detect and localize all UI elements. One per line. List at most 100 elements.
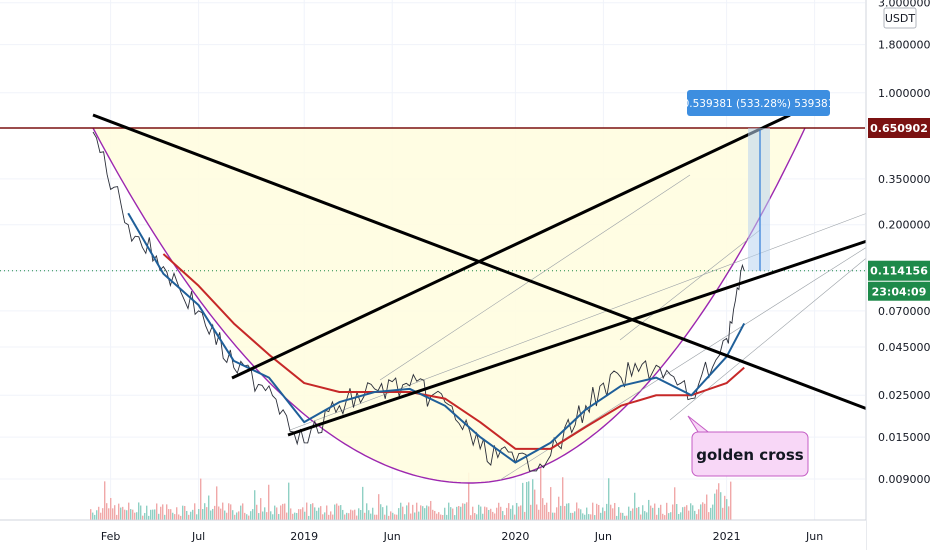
volume-bar — [472, 506, 474, 520]
golden-cross-annotation: golden cross — [687, 415, 809, 477]
volume-bar — [324, 512, 326, 520]
volume-bar — [570, 512, 572, 520]
volume-bar — [212, 508, 214, 520]
volume-bar — [290, 508, 292, 520]
volume-bar — [146, 505, 148, 520]
volume-bar — [576, 502, 578, 520]
volume-bar — [730, 481, 732, 520]
volume-bar — [142, 515, 144, 520]
volume-bar — [382, 507, 384, 520]
slow-ma-line — [162, 253, 745, 450]
volume-bar — [690, 503, 692, 520]
guide-line — [379, 174, 691, 381]
volume-bar — [418, 511, 420, 520]
volume-bar — [236, 512, 238, 520]
volume-bar — [542, 498, 544, 520]
volume-bar — [694, 510, 696, 520]
volume-bar — [562, 477, 564, 520]
volume-bar — [590, 514, 592, 520]
volume-bar — [94, 514, 96, 520]
price-tick-label: 0.070000 — [878, 305, 931, 318]
volume-bar — [392, 512, 394, 520]
volume-bar — [670, 512, 672, 520]
volume-bar — [274, 505, 276, 520]
volume-bar — [620, 512, 622, 520]
volume-bar — [184, 505, 186, 520]
volume-bar — [640, 514, 642, 520]
volume-bar — [526, 482, 528, 520]
volume-bar — [318, 507, 320, 520]
volume-bar — [682, 507, 684, 520]
volume-bar — [174, 514, 176, 520]
volume-bar — [564, 506, 566, 520]
time-tick-label: 2019 — [290, 530, 318, 543]
volume-bar — [698, 509, 700, 520]
price-tick-label: 1.000000 — [878, 87, 931, 100]
volume-bar — [400, 502, 402, 520]
volume-bar — [140, 505, 142, 520]
volume-bar — [488, 509, 490, 520]
measure-range — [748, 128, 770, 271]
volume-bar — [198, 509, 200, 520]
volume-bar — [484, 506, 486, 520]
time-axis-bg — [0, 520, 866, 550]
volume-bar — [106, 503, 108, 520]
volume-bar — [520, 505, 522, 520]
volume-bar — [270, 511, 272, 520]
volume-bar — [342, 509, 344, 520]
measure-tool[interactable]: 0.539381 (533.28%) 539381 — [683, 90, 835, 271]
volume-bar — [642, 505, 644, 520]
volume-bar — [314, 507, 316, 520]
volume-bar — [344, 514, 346, 520]
volume-bar — [380, 504, 382, 520]
volume-bar — [582, 513, 584, 520]
time-tick-label: 2021 — [713, 530, 741, 543]
volume-bar — [586, 507, 588, 520]
current-price-badge-label: 0.114156 — [870, 265, 928, 278]
volume-bar — [458, 506, 460, 520]
volume-bar — [230, 504, 232, 520]
volume-bar — [416, 502, 418, 520]
volume-bar — [262, 511, 264, 520]
volume-bar — [498, 502, 500, 520]
volume-bar — [272, 514, 274, 520]
volume-bar — [674, 487, 676, 520]
volume-bar — [496, 507, 498, 520]
volume-bar — [164, 514, 166, 520]
volume-bar — [494, 513, 496, 520]
volume-bar — [354, 509, 356, 520]
volume-bar — [618, 507, 620, 520]
volume-bar — [432, 509, 434, 520]
volume-bar — [720, 492, 722, 520]
volume-bar — [450, 507, 452, 520]
volume-bar — [692, 505, 694, 520]
volume-bar — [610, 504, 612, 520]
volume-bar — [428, 506, 430, 520]
price-axis[interactable]: 3.000000 1.800000 1.000000 0.350000 0.200000… — [865, 0, 932, 550]
volume-bar — [204, 503, 206, 520]
volume-bar — [250, 511, 252, 520]
volume-bar — [148, 515, 150, 520]
volume-bar — [220, 508, 222, 520]
volume-bar — [348, 513, 350, 520]
volume-bar — [178, 514, 180, 520]
volume-bar — [166, 504, 168, 520]
volume-bar — [336, 503, 338, 520]
volume-bar — [218, 506, 220, 520]
currency-box[interactable] — [883, 7, 917, 29]
cup-arc — [92, 127, 806, 484]
volume-bar — [608, 478, 610, 520]
volume-bar — [688, 510, 690, 520]
volume-bar — [654, 503, 656, 520]
price-tick-label: 0.015000 — [878, 431, 931, 444]
volume-bar — [234, 514, 236, 520]
volume-bar — [426, 505, 428, 520]
time-axis[interactable]: Feb Jul 2019 Jun 2020 Jun 2021 Jun — [0, 519, 866, 550]
volume-bar — [326, 505, 328, 520]
volume-bar — [138, 502, 140, 520]
volume-bar — [210, 510, 212, 520]
price-tick-label: 0.009000 — [878, 473, 931, 486]
resistance-badge-label: 0.650902 — [870, 122, 928, 135]
volume-bar — [440, 514, 442, 520]
